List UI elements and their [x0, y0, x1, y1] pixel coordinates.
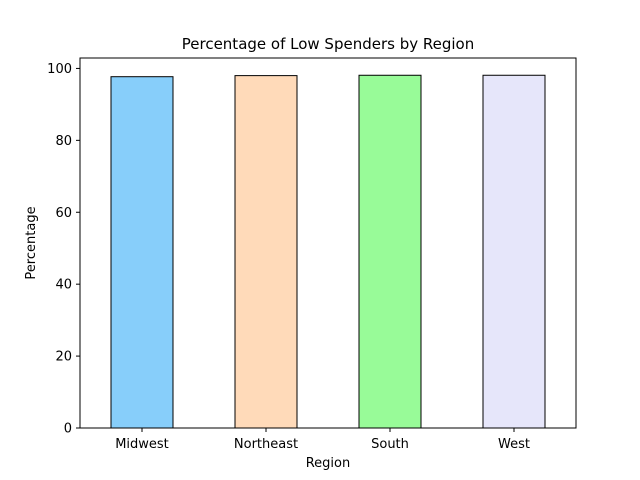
y-tick-label: 80: [55, 134, 72, 149]
bars-group: [110, 74, 546, 429]
x-tick-label: West: [498, 437, 530, 452]
chart-title: Percentage of Low Spenders by Region: [182, 35, 474, 53]
y-axis: 0 20 40 60 80 100: [47, 62, 80, 437]
y-axis-label: Percentage: [24, 206, 39, 279]
y-tick-label: 100: [47, 62, 72, 77]
bar-midwest: [110, 76, 174, 429]
y-tick-label: 20: [55, 350, 72, 365]
x-tick-label: Midwest: [115, 437, 169, 452]
bar-west: [482, 74, 546, 429]
x-axis-label: Region: [306, 456, 351, 471]
x-axis: Midwest Northeast South West: [115, 428, 530, 452]
x-tick-label: Northeast: [234, 437, 298, 452]
bar-south: [358, 74, 422, 429]
plot-frame: [79, 57, 577, 429]
y-tick-label: 0: [64, 422, 72, 437]
y-tick-label: 40: [55, 278, 72, 293]
bar-northeast: [234, 75, 298, 429]
y-tick-label: 60: [55, 206, 72, 221]
x-tick-label: South: [371, 437, 409, 452]
